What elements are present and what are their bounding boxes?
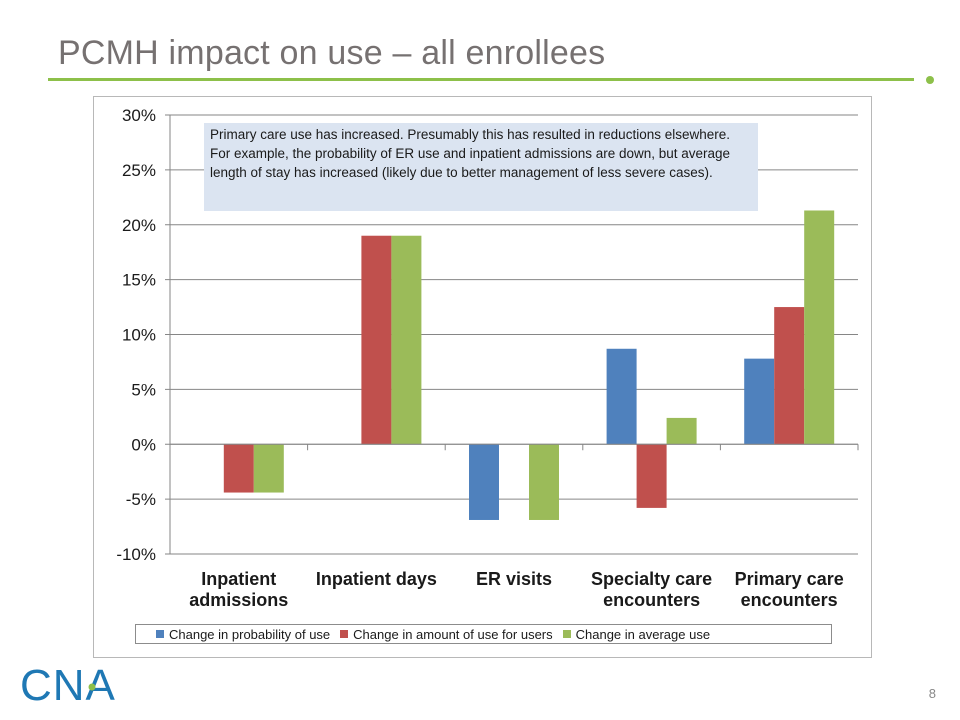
legend-swatch bbox=[156, 630, 164, 638]
category-label: Primary care encounters bbox=[735, 569, 844, 610]
category-label: Inpatient admissions bbox=[189, 569, 288, 610]
page-number: 8 bbox=[928, 686, 936, 701]
title-underline bbox=[48, 78, 914, 81]
legend-swatch bbox=[562, 630, 571, 638]
chart-frame: 30% 25% 20% 15% 10% 5% 0% -5% -10% Inpatient admis… bbox=[93, 96, 872, 658]
legend-item: Change in amount of use for users bbox=[340, 626, 553, 642]
y-tick-label: 30% bbox=[122, 106, 156, 125]
y-tick-label: 25% bbox=[122, 161, 156, 180]
logo-dot bbox=[88, 683, 96, 691]
bar bbox=[361, 235, 392, 445]
cna-logo: CNA bbox=[20, 661, 116, 710]
category-label: Specialty care encounters bbox=[591, 569, 712, 610]
bar bbox=[804, 210, 835, 445]
bar bbox=[529, 444, 559, 520]
bar bbox=[253, 444, 284, 493]
title-accent-dot bbox=[926, 76, 934, 84]
legend-item: Change in average use bbox=[562, 626, 711, 642]
legend-label: Change in average use bbox=[575, 626, 711, 642]
bar bbox=[223, 444, 254, 493]
legend-swatch bbox=[340, 630, 349, 638]
legend-label: Change in probability of use bbox=[169, 626, 331, 642]
bar bbox=[636, 444, 667, 508]
bar bbox=[744, 358, 775, 445]
bar bbox=[774, 307, 805, 445]
chart-legend: Change in probability of use Change in am… bbox=[135, 624, 832, 644]
logo-text: CNA bbox=[20, 661, 116, 710]
bar bbox=[666, 417, 697, 445]
bar bbox=[391, 235, 422, 445]
annotation-box: Primary care use has increased. Presumab… bbox=[204, 123, 758, 211]
slide-title: PCMH impact on use – all enrollees bbox=[58, 34, 606, 72]
category-label: Inpatient days bbox=[316, 569, 437, 589]
legend-item: Change in probability of use bbox=[156, 627, 330, 642]
y-tick-label: 15% bbox=[122, 271, 156, 290]
category-label: ER visits bbox=[476, 569, 552, 589]
y-tick-label: 5% bbox=[131, 380, 156, 399]
y-tick-label: 20% bbox=[122, 216, 156, 235]
bar bbox=[469, 444, 499, 520]
y-tick-label: 0% bbox=[131, 435, 156, 454]
y-tick-label: 10% bbox=[122, 326, 156, 345]
y-tick-label: -5% bbox=[126, 490, 156, 509]
bar bbox=[606, 348, 637, 445]
legend-label: Change in amount of use for users bbox=[353, 626, 553, 642]
bar-chart: 30% 25% 20% 15% 10% 5% 0% -5% -10% Inpatient admis… bbox=[116, 106, 859, 610]
y-tick-label: -10% bbox=[116, 545, 156, 564]
